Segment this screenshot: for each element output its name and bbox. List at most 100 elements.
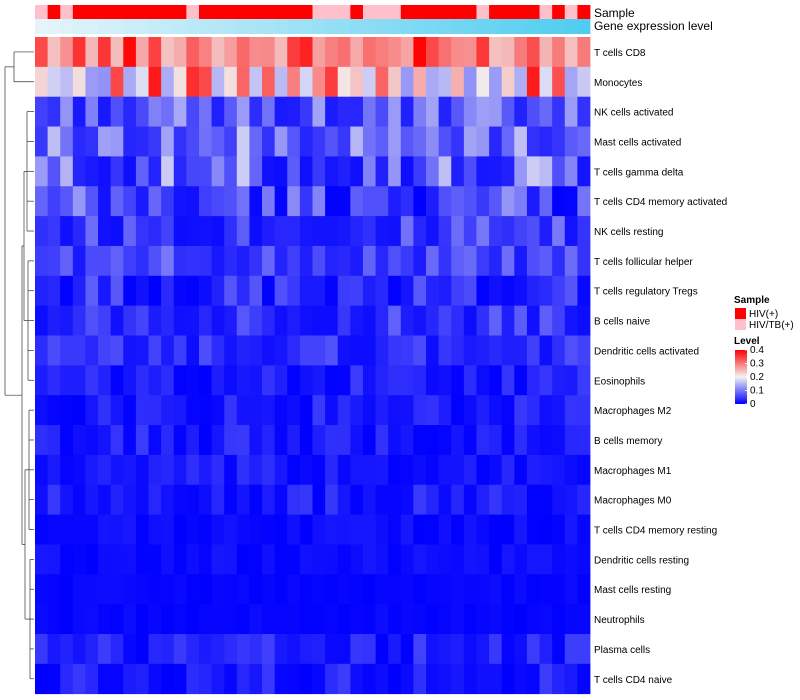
heatmap-cell — [350, 425, 364, 456]
heatmap-cell — [312, 544, 326, 575]
heatmap-cell — [337, 305, 351, 336]
heatmap-cell — [236, 663, 250, 695]
heatmap-cell — [47, 604, 61, 635]
heatmap-cell — [337, 126, 351, 157]
heatmap-cell — [211, 96, 225, 127]
heatmap-cell — [337, 365, 351, 396]
heatmap-cell — [161, 634, 175, 665]
heatmap-cell — [438, 634, 452, 665]
heatmap-cell — [135, 156, 149, 187]
heatmap-cell — [98, 305, 112, 336]
heatmap-cell — [249, 454, 263, 486]
heatmap-cell — [299, 305, 313, 336]
heatmap-cell — [413, 604, 427, 635]
heatmap-cell — [123, 663, 137, 695]
heatmap-cell — [501, 216, 515, 247]
sample-annotation-cell — [501, 5, 515, 19]
heatmap-cell — [476, 216, 490, 247]
heatmap-cell — [501, 663, 515, 695]
heatmap-cell — [413, 126, 427, 157]
heatmap-cell — [72, 514, 86, 545]
gene-expression-annotation-cell — [85, 19, 99, 34]
heatmap-cell — [198, 454, 212, 486]
heatmap-cell — [375, 604, 389, 635]
heatmap-cell — [438, 37, 452, 68]
heatmap-cell — [362, 514, 376, 545]
heatmap-cell — [375, 126, 389, 157]
heatmap-cell — [287, 514, 301, 545]
heatmap-cell — [85, 454, 99, 486]
heatmap-cell — [123, 96, 137, 127]
heatmap-cell — [274, 484, 288, 515]
row-label: B cells naive — [594, 317, 651, 328]
heatmap-cell — [463, 604, 477, 635]
heatmap-cell — [35, 66, 49, 98]
heatmap-cell — [426, 216, 440, 247]
heatmap-cell — [337, 186, 351, 217]
heatmap-cell — [274, 156, 288, 187]
heatmap-cell — [426, 425, 440, 456]
heatmap-cell — [98, 96, 112, 127]
sample-annotation-cell — [224, 5, 238, 19]
heatmap-cell — [489, 544, 503, 575]
heatmap-cell — [173, 245, 187, 277]
heatmap-cell — [325, 335, 339, 366]
heatmap-cell — [47, 634, 61, 665]
gene-expression-annotation-cell — [135, 19, 149, 34]
heatmap-cell — [413, 245, 427, 277]
heatmap-cell — [438, 335, 452, 366]
heatmap-cell — [577, 663, 591, 695]
heatmap-cell — [135, 305, 149, 336]
heatmap-cell — [325, 186, 339, 217]
heatmap-cell — [198, 335, 212, 366]
heatmap-cell — [35, 245, 49, 277]
heatmap-cell — [274, 365, 288, 396]
heatmap-cell — [173, 186, 187, 217]
heatmap-cell — [211, 544, 225, 575]
gene-expression-annotation-label: Gene expression level — [594, 19, 713, 33]
heatmap-cell — [236, 574, 250, 605]
heatmap-cell — [438, 156, 452, 187]
heatmap-cell — [400, 663, 414, 695]
heatmap-cell — [299, 275, 313, 307]
heatmap-cell — [489, 216, 503, 247]
heatmap-cell — [249, 245, 263, 277]
heatmap-cell — [337, 37, 351, 68]
heatmap-cell — [35, 514, 49, 545]
heatmap-cell — [47, 96, 61, 127]
heatmap-cell — [526, 96, 540, 127]
heatmap-cell — [135, 335, 149, 366]
heatmap-cell — [526, 454, 540, 486]
sample-annotation-cell — [438, 5, 452, 19]
heatmap-cell — [148, 395, 162, 426]
heatmap-cell — [400, 126, 414, 157]
sample-annotation-cell — [123, 5, 137, 19]
heatmap-cell — [274, 305, 288, 336]
heatmap-cell — [413, 37, 427, 68]
heatmap-cell — [552, 66, 566, 98]
heatmap-cell — [262, 305, 276, 336]
heatmap-cell — [476, 335, 490, 366]
heatmap-cell — [123, 37, 137, 68]
heatmap-cell — [413, 544, 427, 575]
heatmap-cell — [72, 216, 86, 247]
heatmap-cell — [337, 574, 351, 605]
heatmap-cell — [60, 216, 74, 247]
heatmap-cell — [98, 454, 112, 486]
gene-expression-annotation-cell — [72, 19, 86, 34]
heatmap-cell — [287, 335, 301, 366]
heatmap-cell — [388, 216, 402, 247]
gene-expression-annotation-cell — [60, 19, 74, 34]
heatmap-cell — [552, 634, 566, 665]
heatmap-cell — [72, 454, 86, 486]
heatmap-cell — [110, 634, 124, 665]
heatmap-cell — [438, 454, 452, 486]
heatmap-cell — [514, 634, 528, 665]
heatmap-cell — [236, 37, 250, 68]
heatmap-cell — [224, 96, 238, 127]
heatmap-cell — [375, 634, 389, 665]
heatmap-cell — [388, 305, 402, 336]
heatmap-cell — [224, 634, 238, 665]
heatmap-cell — [526, 37, 540, 68]
heatmap-cell — [501, 126, 515, 157]
